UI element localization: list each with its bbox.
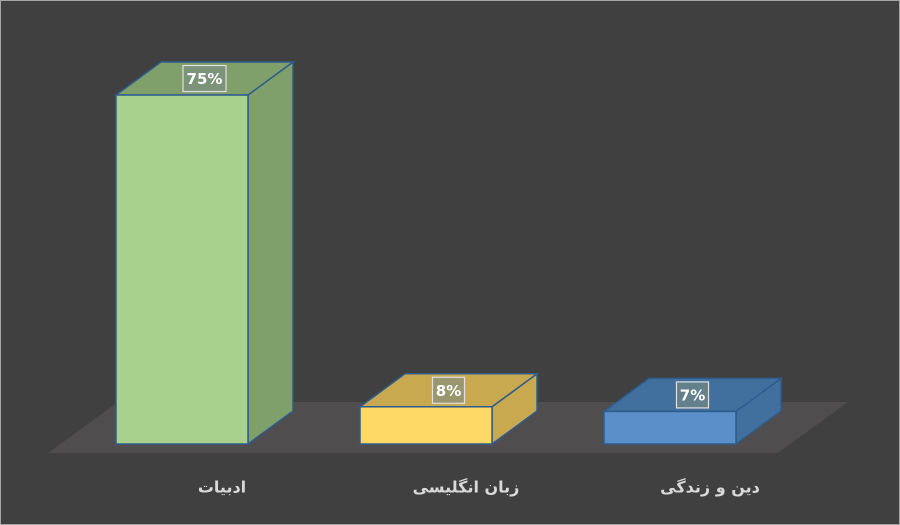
value-label: 75% bbox=[187, 70, 223, 88]
value-label-box bbox=[675, 381, 710, 409]
x-tick-label: دین و زندگی bbox=[660, 478, 760, 497]
value-label: 8% bbox=[436, 382, 461, 400]
value-label-box bbox=[431, 376, 466, 404]
value-label-box bbox=[182, 64, 227, 93]
x-tick-label: زبان انگلیسی bbox=[413, 478, 520, 497]
bar bbox=[115, 94, 249, 445]
bar bbox=[603, 410, 737, 445]
x-tick-label: ادبیات bbox=[198, 478, 246, 497]
bar bbox=[359, 406, 493, 445]
bar-side bbox=[247, 60, 294, 446]
value-label: 7% bbox=[680, 386, 705, 404]
